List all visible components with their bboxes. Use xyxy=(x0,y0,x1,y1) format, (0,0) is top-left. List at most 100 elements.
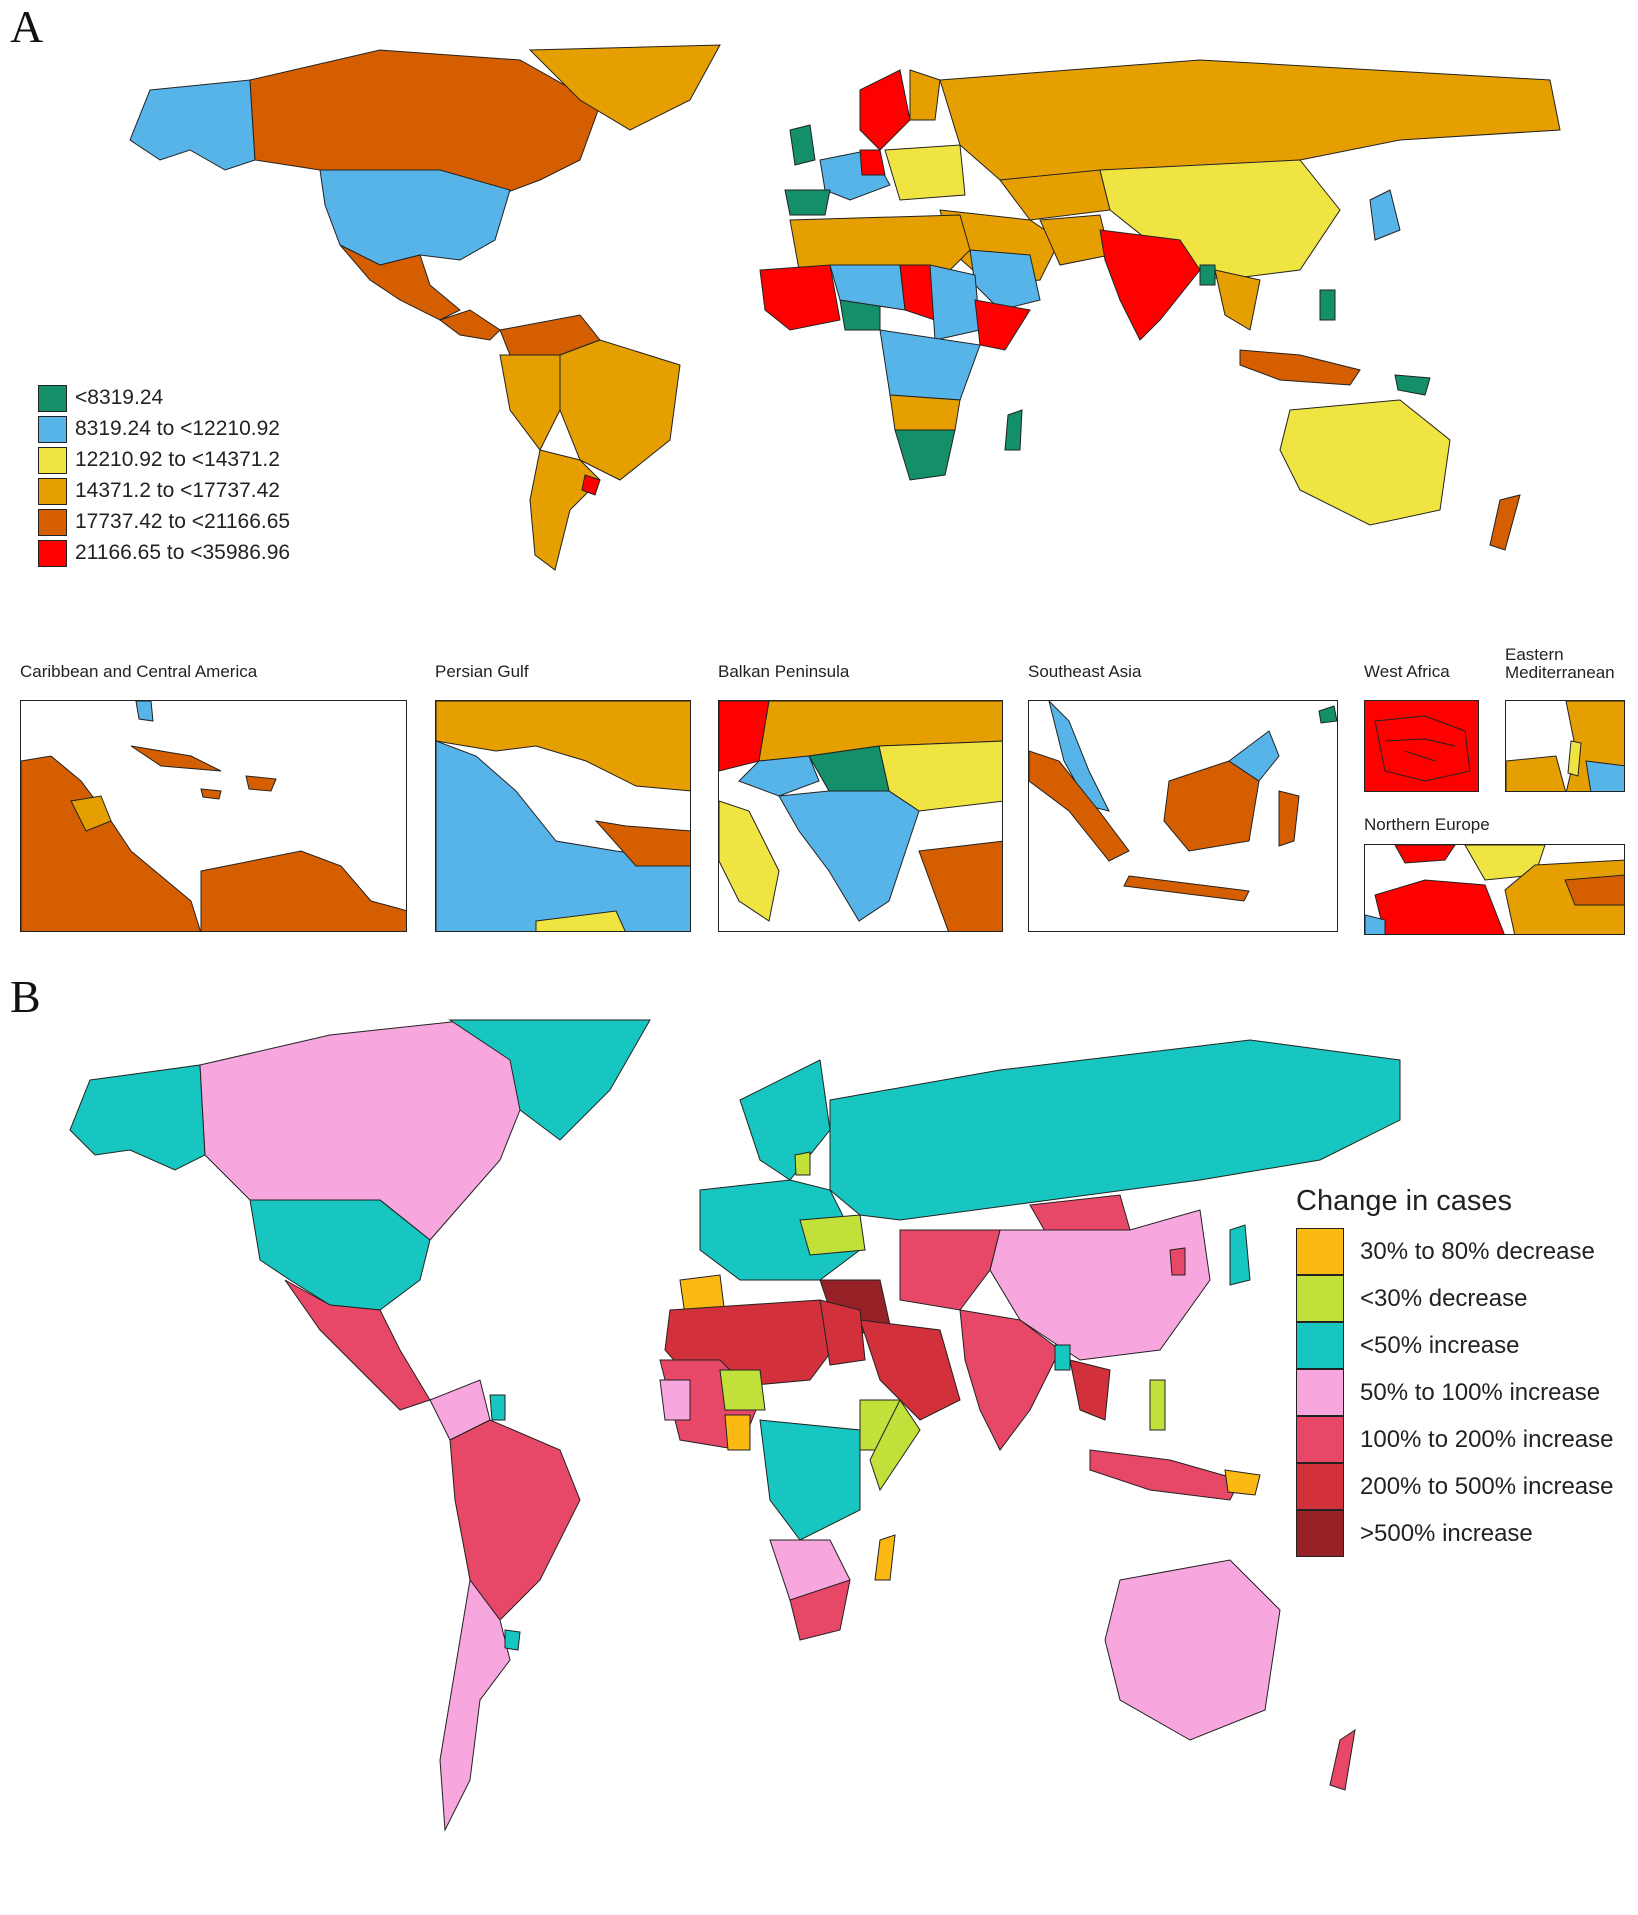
legend-b-item: 50% to 100% increase xyxy=(1296,1369,1614,1416)
legend-b-swatch xyxy=(1296,1510,1344,1557)
legend-b-label: 100% to 200% increase xyxy=(1360,1425,1614,1453)
legend-b-label: >500% increase xyxy=(1360,1519,1533,1547)
legend-b-swatch xyxy=(1296,1322,1344,1369)
legend-b-label: 30% to 80% decrease xyxy=(1360,1237,1595,1265)
inset-map-caribbean xyxy=(20,700,407,932)
senegal-b xyxy=(659,1379,691,1421)
png-a xyxy=(1394,374,1431,396)
peru-bolivia-a xyxy=(499,354,561,451)
inset-title-balkan: Balkan Peninsula xyxy=(718,662,850,681)
greenland-b xyxy=(448,1019,651,1141)
southern-africa-a xyxy=(889,394,961,431)
madagascar-a xyxy=(1004,409,1023,451)
png-b xyxy=(1224,1469,1261,1496)
inset-map-balkan xyxy=(718,700,1003,932)
se-asia-a xyxy=(1214,269,1261,331)
argentina-chile-a xyxy=(529,449,601,571)
japan-b xyxy=(1229,1224,1251,1286)
legend-a-label: 12210.92 to <14371.2 xyxy=(75,448,280,471)
arabia-b xyxy=(859,1319,961,1421)
se-asia-b xyxy=(1069,1359,1111,1421)
legend-a-swatch xyxy=(38,446,67,474)
legend-a: <8319.24 8319.24 to <12210.92 12210.92 to … xyxy=(38,384,290,570)
panel-a-label: A xyxy=(10,1,44,52)
korea-b xyxy=(1169,1247,1186,1276)
world-map-a xyxy=(129,44,1561,571)
india-b xyxy=(959,1309,1061,1451)
bangladesh-b xyxy=(1054,1344,1071,1371)
legend-b-item: <30% decrease xyxy=(1296,1275,1614,1322)
central-africa-a xyxy=(879,329,981,401)
indonesia-b xyxy=(1089,1449,1241,1501)
bangladesh-a xyxy=(1199,264,1216,286)
horn-africa-a xyxy=(974,299,1031,351)
legend-b-item: >500% increase xyxy=(1296,1510,1614,1557)
inset-title-persian-gulf: Persian Gulf xyxy=(435,662,529,681)
inset-title-northern-europe: Northern Europe xyxy=(1364,815,1490,834)
egypt-b xyxy=(819,1299,866,1366)
inset-map-west-africa xyxy=(1364,700,1479,792)
north-africa-a xyxy=(789,214,971,276)
legend-a-swatch xyxy=(38,477,67,505)
legend-b-item: 200% to 500% increase xyxy=(1296,1463,1614,1510)
madagascar-b xyxy=(874,1534,896,1581)
legend-a-label: 21166.65 to <35986.96 xyxy=(75,541,291,564)
legend-b-swatch xyxy=(1296,1369,1344,1416)
russia-b xyxy=(829,1039,1401,1221)
indonesia-a xyxy=(1239,349,1361,386)
regional-insets: Caribbean and Central America Persian Gu… xyxy=(0,646,1638,935)
scandinavia-b xyxy=(739,1059,831,1181)
brazil-a xyxy=(559,339,681,481)
inset-map-eastern-med xyxy=(1505,700,1625,792)
new-zealand-b xyxy=(1329,1728,1356,1791)
legend-a-item: 14371.2 to <17737.42 xyxy=(38,477,290,505)
alaska-a xyxy=(129,79,256,171)
legend-b-label: 200% to 500% increase xyxy=(1360,1472,1614,1500)
australia-a xyxy=(1279,399,1451,526)
legend-b-swatch xyxy=(1296,1228,1344,1275)
brazil-b xyxy=(449,1419,581,1621)
inset-title-southeast-asia: Southeast Asia xyxy=(1028,662,1142,681)
germany-a xyxy=(859,149,886,176)
legend-a-item: <8319.24 xyxy=(38,384,290,412)
legend-a-swatch xyxy=(38,539,67,567)
uruguay-a xyxy=(581,474,601,496)
inset-title-caribbean: Caribbean and Central America xyxy=(20,662,258,681)
ghana-b xyxy=(724,1414,751,1451)
australia-b xyxy=(1104,1559,1281,1741)
usa-a xyxy=(319,169,511,266)
legend-b-label: <50% increase xyxy=(1360,1331,1520,1359)
central-africa-b xyxy=(759,1419,861,1541)
ukraine-b xyxy=(799,1214,866,1256)
legend-b-swatch xyxy=(1296,1275,1344,1322)
south-africa-a xyxy=(894,429,956,481)
world-map-b xyxy=(69,1019,1401,1832)
inset-map-northern-europe xyxy=(1364,844,1625,935)
horn-africa-b xyxy=(869,1399,921,1492)
inset-title-eastern-med: Eastern Mediterranean xyxy=(1505,645,1615,682)
argentina-b xyxy=(439,1578,511,1832)
legend-b-title: Change in cases xyxy=(1296,1185,1513,1217)
central-asia-b xyxy=(899,1229,1001,1311)
legend-b-item: <50% increase xyxy=(1296,1322,1614,1369)
uk-a xyxy=(789,124,816,166)
inset-map-persian-gulf xyxy=(435,700,691,932)
east-africa-a xyxy=(929,264,981,341)
legend-a-item: 8319.24 to <12210.92 xyxy=(38,415,290,443)
inset-map-southeast-asia xyxy=(1028,700,1338,932)
philippines-b xyxy=(1149,1379,1166,1431)
finland-a xyxy=(909,69,941,121)
japan-a xyxy=(1369,189,1401,241)
china-b xyxy=(989,1209,1211,1361)
legend-b-label: <30% decrease xyxy=(1360,1284,1528,1312)
mali-b xyxy=(719,1369,766,1411)
legend-a-label: 14371.2 to <17737.42 xyxy=(75,479,280,502)
legend-a-label: <8319.24 xyxy=(75,386,164,409)
canada-b xyxy=(199,1019,561,1241)
panel-b-label: B xyxy=(10,971,41,1022)
legend-a-label: 17737.42 to <21166.65 xyxy=(75,510,291,533)
legend-b-item: 100% to 200% increase xyxy=(1296,1416,1614,1463)
guiana-b xyxy=(489,1394,506,1421)
central-america-a xyxy=(438,309,501,341)
legend-b-item: 30% to 80% decrease xyxy=(1296,1228,1614,1275)
